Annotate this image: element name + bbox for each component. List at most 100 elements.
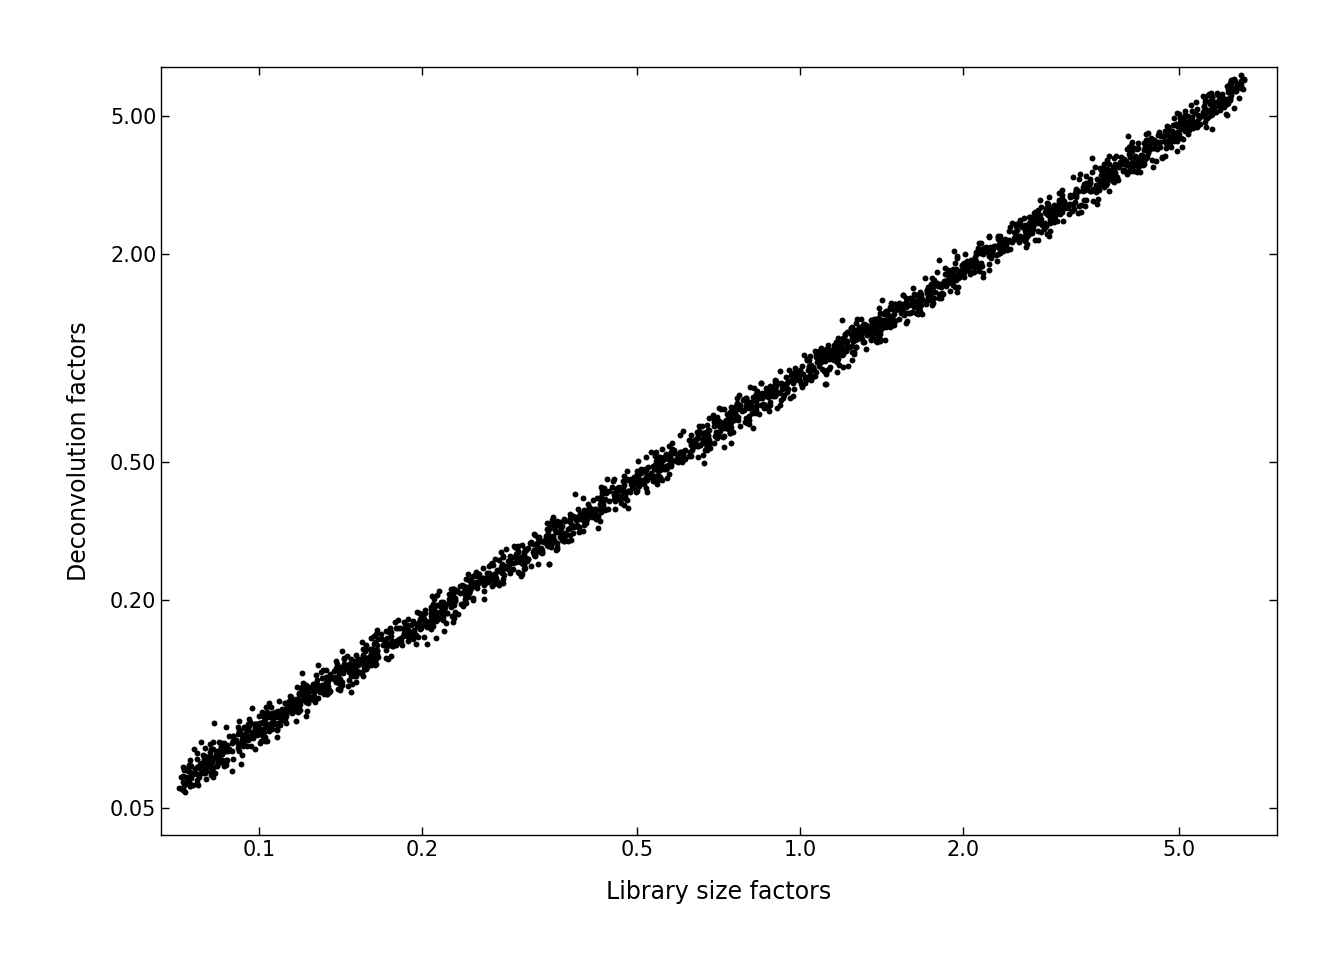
Point	[836, 333, 857, 348]
Point	[538, 532, 559, 547]
Point	[180, 778, 202, 793]
Point	[1168, 126, 1189, 141]
Point	[530, 543, 551, 559]
Point	[245, 721, 266, 736]
Point	[1167, 106, 1188, 121]
Point	[341, 664, 363, 680]
Point	[841, 338, 863, 353]
Point	[391, 637, 413, 653]
Point	[1188, 110, 1210, 126]
Point	[808, 345, 829, 360]
Point	[245, 721, 266, 736]
Point	[1116, 154, 1137, 169]
Point	[855, 318, 876, 333]
Point	[688, 423, 710, 439]
Point	[430, 596, 452, 612]
Point	[798, 362, 820, 377]
Point	[1064, 194, 1086, 209]
Point	[622, 474, 644, 490]
Point	[414, 611, 435, 626]
Point	[528, 534, 550, 549]
Point	[546, 541, 567, 557]
Point	[327, 662, 348, 678]
Point	[818, 348, 840, 363]
Point	[671, 453, 692, 468]
Point	[563, 487, 585, 502]
Point	[356, 655, 378, 670]
Point	[523, 542, 544, 558]
Point	[379, 620, 401, 636]
Point	[632, 475, 653, 491]
Point	[684, 434, 706, 449]
Point	[462, 592, 484, 608]
Point	[316, 674, 337, 689]
Point	[185, 775, 207, 790]
Point	[1094, 174, 1116, 189]
Point	[386, 620, 407, 636]
Point	[194, 759, 215, 775]
Point	[462, 577, 484, 592]
Point	[231, 748, 253, 763]
Point	[876, 306, 898, 322]
Point	[1066, 187, 1087, 203]
Point	[1098, 164, 1120, 180]
Point	[241, 701, 262, 716]
Point	[1095, 177, 1117, 192]
Point	[954, 246, 976, 261]
Point	[694, 455, 715, 470]
Point	[1226, 80, 1247, 95]
Point	[207, 758, 228, 774]
Point	[923, 272, 945, 287]
Point	[480, 572, 501, 588]
Point	[1121, 163, 1142, 179]
Point	[180, 758, 202, 774]
Point	[930, 279, 952, 295]
Point	[1082, 165, 1103, 180]
Point	[900, 304, 922, 320]
Point	[742, 420, 763, 436]
Point	[712, 420, 734, 435]
Point	[1126, 164, 1148, 180]
Point	[1134, 139, 1156, 155]
Point	[340, 651, 362, 666]
Point	[302, 692, 324, 708]
Point	[1126, 141, 1148, 156]
Point	[382, 636, 403, 652]
Point	[1224, 83, 1246, 98]
Point	[1023, 219, 1044, 234]
Point	[672, 447, 694, 463]
Point	[607, 484, 629, 499]
Point	[982, 240, 1004, 255]
Point	[1161, 129, 1183, 144]
Point	[921, 298, 942, 313]
Point	[933, 286, 954, 301]
Point	[481, 556, 503, 571]
Point	[820, 345, 841, 360]
Point	[753, 396, 774, 412]
Point	[581, 503, 602, 518]
Point	[329, 683, 351, 698]
Point	[313, 679, 335, 694]
Point	[188, 766, 210, 781]
Point	[1048, 192, 1070, 207]
Point	[805, 348, 827, 363]
Point	[1046, 199, 1067, 214]
Point	[512, 557, 534, 572]
Point	[497, 553, 519, 568]
Point	[1067, 205, 1089, 221]
Point	[202, 754, 223, 769]
Point	[270, 710, 292, 726]
Point	[206, 756, 227, 772]
Point	[227, 720, 249, 735]
Point	[921, 276, 942, 292]
Point	[689, 438, 711, 453]
Point	[823, 338, 844, 353]
Point	[746, 388, 767, 403]
Point	[962, 254, 984, 270]
Point	[1126, 140, 1148, 156]
Point	[175, 769, 196, 784]
Point	[735, 397, 757, 413]
Point	[739, 395, 761, 410]
Point	[294, 692, 316, 708]
Point	[954, 263, 976, 278]
